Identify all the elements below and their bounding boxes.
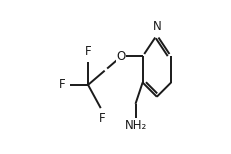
Text: F: F [99, 112, 105, 125]
Text: F: F [84, 45, 91, 58]
Text: O: O [116, 50, 125, 63]
Text: N: N [152, 20, 161, 33]
Text: F: F [59, 78, 65, 91]
Text: NH₂: NH₂ [124, 119, 146, 132]
